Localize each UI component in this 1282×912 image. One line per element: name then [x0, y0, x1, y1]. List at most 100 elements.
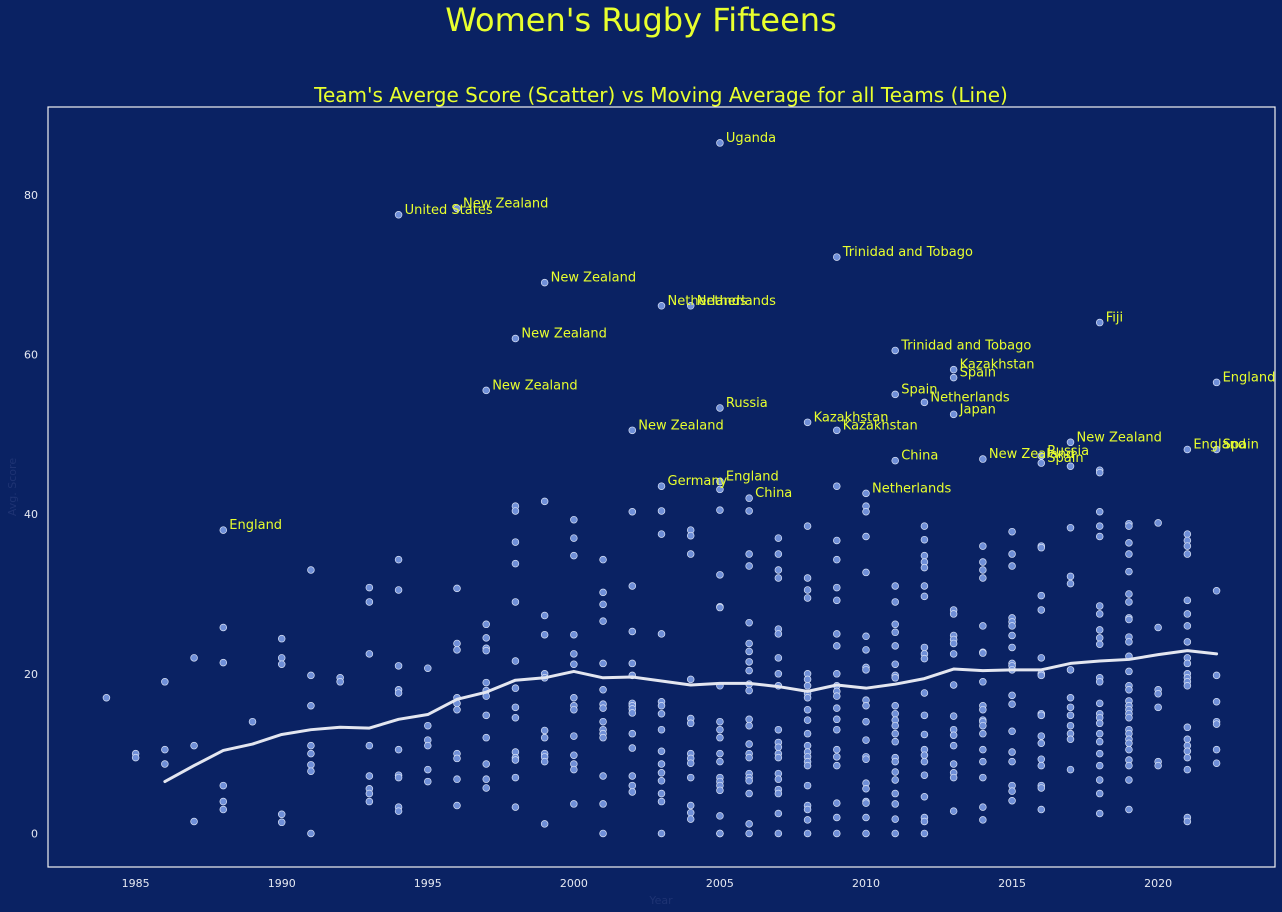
- scatter-point: [365, 598, 374, 606]
- scatter-point: [891, 776, 899, 784]
- scatter-point: [1154, 519, 1162, 527]
- scatter-point: [1183, 753, 1192, 762]
- scatter-point: [453, 204, 461, 213]
- scatter-point: [1095, 532, 1104, 541]
- point-annotation: New Zealand: [463, 196, 548, 211]
- point-annotation: New Zealand: [638, 418, 723, 433]
- scatter-point: [657, 747, 666, 755]
- scatter-point: [453, 801, 461, 810]
- scatter-point: [482, 646, 490, 655]
- scatter-point: [833, 692, 841, 700]
- scatter-point: [686, 808, 695, 817]
- scatter-point: [307, 671, 315, 680]
- scatter-point: [920, 711, 929, 720]
- scatter-point: [862, 489, 870, 498]
- scatter-point: [833, 761, 841, 770]
- scatter-point: [277, 660, 286, 668]
- scatter-point: [1095, 626, 1104, 634]
- scatter-point: [1037, 711, 1046, 720]
- scatter-point: [1037, 654, 1046, 662]
- point-annotation: Netherlands: [668, 294, 747, 309]
- scatter-point: [774, 829, 783, 838]
- scatter-point: [365, 772, 374, 780]
- y-axis-label: Avg. Score: [6, 458, 19, 516]
- point-annotation: New Zealand: [521, 327, 606, 342]
- scatter-point: [190, 817, 198, 826]
- scatter-point: [862, 507, 870, 516]
- point-annotation: England: [1223, 370, 1276, 385]
- chart-title: Team's Averge Score (Scatter) vs Moving …: [313, 83, 1008, 107]
- scatter-point: [1008, 643, 1016, 652]
- scatter-point: [862, 646, 870, 654]
- scatter-point: [920, 654, 929, 663]
- scatter-point: [1037, 591, 1046, 600]
- scatter-point: [628, 788, 637, 796]
- scatter-point: [862, 799, 870, 807]
- scatter-point: [774, 743, 783, 752]
- scatter-point: [833, 596, 841, 605]
- scatter-point: [862, 813, 870, 822]
- scatter-point: [1066, 523, 1075, 532]
- scatter-point: [365, 789, 374, 798]
- scatter-point: [1212, 697, 1221, 706]
- scatter-point: [979, 773, 987, 782]
- scatter-point: [307, 566, 315, 574]
- scatter-point: [716, 812, 724, 820]
- x-tick-label: 2005: [706, 877, 734, 890]
- scatter-point: [803, 586, 812, 594]
- scatter-point: [716, 757, 724, 766]
- scatter-point: [394, 586, 403, 594]
- scatter-point: [949, 731, 958, 740]
- scatter-point: [1183, 542, 1192, 550]
- scatter-point: [979, 729, 987, 738]
- scatter-point: [774, 670, 783, 678]
- scatter-point: [599, 772, 607, 780]
- moving-average-line: [163, 649, 1219, 784]
- scatter-point: [686, 801, 695, 810]
- scatter-point: [1212, 671, 1221, 680]
- scatter-point: [891, 757, 899, 766]
- scatter-point: [599, 829, 607, 838]
- scatter-point: [511, 684, 520, 692]
- scatter-point: [1154, 623, 1162, 632]
- scatter-point: [979, 757, 987, 766]
- scatter-point: [1095, 749, 1104, 758]
- scatter-point: [1008, 727, 1016, 736]
- scatter-point: [511, 598, 520, 606]
- scatter-point: [482, 733, 490, 742]
- x-axis-label: Year: [648, 894, 673, 907]
- scatter-point: [307, 761, 315, 769]
- scatter-point: [745, 494, 753, 502]
- scatter-point: [1183, 723, 1192, 732]
- scatter-point: [1066, 579, 1075, 588]
- scatter-point: [774, 789, 783, 798]
- scatter-point: [891, 390, 899, 399]
- scatter-point: [628, 426, 637, 435]
- scatter-point: [979, 705, 987, 714]
- scatter-point: [482, 634, 490, 642]
- scatter-point: [803, 675, 812, 684]
- scatter-point: [745, 507, 753, 515]
- scatter-point: [745, 820, 753, 828]
- scatter-point: [1095, 640, 1104, 649]
- scatter-point: [219, 805, 228, 814]
- scatter-point: [833, 745, 841, 754]
- scatter-point: [1095, 737, 1104, 746]
- scatter-point: [540, 630, 549, 639]
- scatter-point: [1037, 739, 1046, 748]
- scatter-point: [1066, 711, 1075, 720]
- scatter-point: [1008, 527, 1016, 536]
- scatter-point: [628, 729, 637, 738]
- scatter-point: [307, 767, 315, 775]
- scatter-point: [540, 820, 549, 828]
- moving-average-series: [163, 649, 1219, 784]
- plot-area-frame: [47, 106, 1276, 868]
- scatter-point: [277, 634, 286, 643]
- scatter-point: [307, 741, 315, 750]
- scatter-point: [862, 632, 870, 641]
- scatter-point: [1212, 720, 1221, 728]
- scatter-point: [745, 715, 753, 724]
- scatter-point: [949, 373, 958, 382]
- scatter-point: [511, 756, 520, 764]
